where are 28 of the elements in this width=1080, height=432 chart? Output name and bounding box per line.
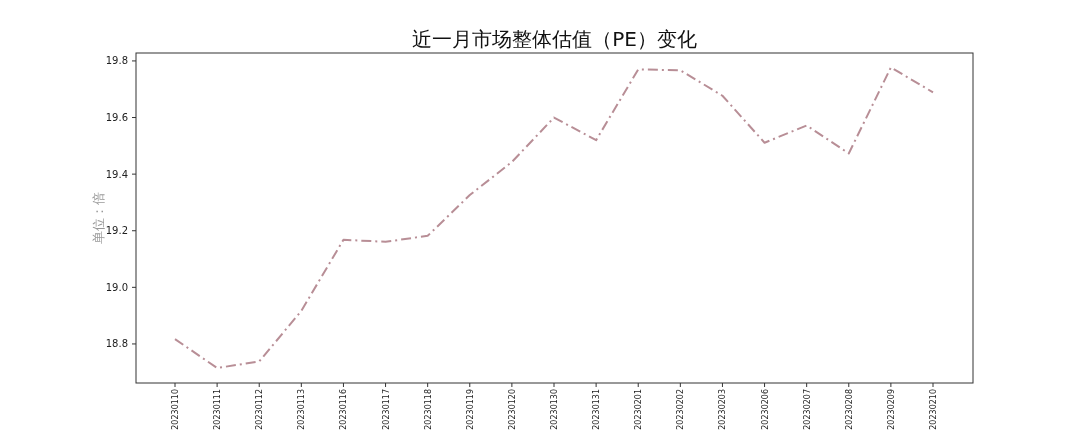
x-tick-label: 20230119 xyxy=(465,389,475,430)
y-axis-title: 单位：倍 xyxy=(91,192,106,244)
x-tick-label: 20230208 xyxy=(844,389,854,430)
x-tick-label: 20230202 xyxy=(676,389,686,430)
x-tick-label: 20230113 xyxy=(297,389,307,430)
y-tick-label: 19.4 xyxy=(105,168,128,180)
x-tick-label: 20230120 xyxy=(507,389,517,430)
x-tick-label: 20230130 xyxy=(550,389,559,430)
line-series xyxy=(174,66,934,369)
x-tick-label: 20230131 xyxy=(592,389,602,430)
x-tick-label: 20230206 xyxy=(760,389,770,430)
y-tick-label: 19.2 xyxy=(105,225,128,237)
x-tick-label: 20230201 xyxy=(634,389,644,430)
x-tick-label: 20230209 xyxy=(886,389,896,430)
x-tick-label: 20230118 xyxy=(423,389,433,430)
x-tick-label: 20230116 xyxy=(339,389,349,430)
x-tick-label: 20230112 xyxy=(255,389,265,430)
x-tick-label: 20230207 xyxy=(802,389,812,430)
chart-title: 近一月市场整体估值（PE）变化 xyxy=(412,27,697,51)
y-tick-label: 18.8 xyxy=(105,338,128,350)
x-tick-label: 20230110 xyxy=(171,389,180,430)
x-tick-label: 20230210 xyxy=(929,389,938,430)
x-tick-label: 20230203 xyxy=(718,389,728,430)
y-tick-label: 19.6 xyxy=(105,112,128,124)
y-tick-label: 19.8 xyxy=(105,55,128,67)
y-tick-label: 19.0 xyxy=(105,281,128,293)
x-tick-label: 20230111 xyxy=(213,389,223,430)
x-tick-label: 20230117 xyxy=(381,389,391,430)
